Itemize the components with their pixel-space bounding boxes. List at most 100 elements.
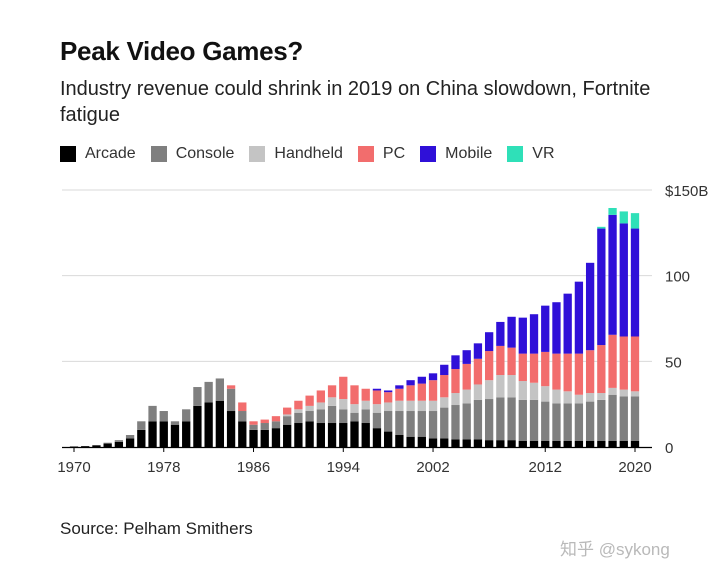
bar-segment-arcade-2006 xyxy=(473,439,483,447)
x-tick-label: 1970 xyxy=(57,459,90,476)
legend-item-console: Console xyxy=(150,145,235,163)
legend-label-console: Console xyxy=(175,145,235,162)
bar-segment-pc-1985 xyxy=(238,402,247,412)
bar-segment-console-1985 xyxy=(238,411,247,422)
bar-segment-console-2012 xyxy=(541,401,550,442)
bar-segment-arcade-1971 xyxy=(81,446,90,447)
bar-segment-pc-2019 xyxy=(619,336,628,390)
bar-segment-arcade-2010 xyxy=(518,441,527,447)
bar-segment-arcade-1970 xyxy=(69,446,79,447)
bar-segment-arcade-2019 xyxy=(619,441,628,447)
bar-segment-mobile-2009 xyxy=(507,316,516,348)
y-tick-label: 0 xyxy=(665,440,673,457)
bar-segment-vr-2017 xyxy=(597,226,606,229)
bar-segment-handheld-2013 xyxy=(552,389,561,404)
bar-segment-handheld-2001 xyxy=(417,400,426,412)
bar-segment-console-1974 xyxy=(114,440,124,442)
bar-segment-mobile-2003 xyxy=(440,364,449,376)
bar-segment-mobile-2002 xyxy=(428,373,438,381)
bar-segment-arcade-1991 xyxy=(305,421,314,447)
bar-segment-handheld-2000 xyxy=(406,400,415,412)
legend-label-mobile: Mobile xyxy=(445,145,493,162)
stacked-bar-chart: 0 50 100 $150B 1970 1978 1986 1994 2002 2012 2020 xyxy=(57,183,708,476)
bar-segment-console-1991 xyxy=(305,411,314,422)
bar-segment-console-1999 xyxy=(395,411,404,436)
bar-segment-pc-1999 xyxy=(395,388,404,401)
x-tick-label: 2002 xyxy=(416,459,449,476)
bar-segment-mobile-2020 xyxy=(630,228,640,337)
bar-segment-vr-2018 xyxy=(608,207,617,215)
bar-segment-handheld-1994 xyxy=(339,399,348,410)
bar-segment-console-2010 xyxy=(518,399,527,442)
bar-segment-mobile-2004 xyxy=(451,355,460,370)
legend-label-vr: VR xyxy=(532,145,555,162)
bar-segment-pc-1993 xyxy=(327,385,337,398)
bar-segment-arcade-1979 xyxy=(170,424,180,447)
bar-segment-handheld-2010 xyxy=(518,381,527,400)
legend-swatch-vr xyxy=(507,146,524,162)
bar-segment-arcade-2001 xyxy=(417,436,426,447)
bar-segment-pc-2012 xyxy=(541,351,550,387)
bar-segment-arcade-2015 xyxy=(574,441,584,447)
bar-segment-console-1976 xyxy=(137,421,146,430)
bar-segment-arcade-2003 xyxy=(440,438,449,447)
bar-segment-console-2003 xyxy=(440,407,449,439)
bar-segment-pc-2011 xyxy=(529,353,539,383)
legend-item-vr: VR xyxy=(507,145,555,163)
bar-segment-pc-2014 xyxy=(563,353,572,392)
y-tick-label: $150B xyxy=(665,183,708,200)
bar-segment-console-2002 xyxy=(428,411,438,439)
bar-segment-console-2013 xyxy=(552,403,561,442)
bar-segment-arcade-1987 xyxy=(260,429,269,447)
x-tick-label: 2012 xyxy=(529,459,562,476)
bar-segment-mobile-2014 xyxy=(563,293,572,354)
bar-segment-handheld-1989 xyxy=(283,414,292,417)
legend-swatch-pc xyxy=(357,146,374,162)
bar-segment-arcade-1988 xyxy=(271,428,281,447)
chart-subtitle: Industry revenue could shrink in 2019 on… xyxy=(60,78,651,126)
bar-segment-console-2008 xyxy=(496,397,505,441)
bar-segment-pc-1991 xyxy=(305,395,314,406)
bar-segment-arcade-2017 xyxy=(597,441,606,447)
legend-swatch-console xyxy=(150,146,167,162)
bar-segment-pc-1996 xyxy=(361,388,370,401)
bar-segment-pc-2020 xyxy=(630,336,640,392)
bar-segment-pc-2017 xyxy=(597,345,606,394)
legend-item-arcade: Arcade xyxy=(60,145,136,163)
bar-segment-arcade-1998 xyxy=(384,431,393,447)
bar-segment-console-2011 xyxy=(529,399,539,442)
bar-segment-arcade-1992 xyxy=(316,423,325,447)
bar-segment-console-2001 xyxy=(417,411,426,437)
bar-segment-pc-1992 xyxy=(316,390,325,403)
bar-segment-mobile-1998 xyxy=(384,390,393,393)
bar-segment-mobile-2006 xyxy=(473,343,483,359)
bar-segment-arcade-2013 xyxy=(552,441,561,447)
bar-segment-arcade-1996 xyxy=(361,423,370,447)
bar-segment-console-1998 xyxy=(384,411,393,432)
bar-segment-console-2014 xyxy=(563,403,572,442)
bar-segment-mobile-2016 xyxy=(585,262,595,351)
chart-title: Peak Video Games? xyxy=(60,36,303,66)
bar-segment-arcade-2007 xyxy=(484,440,494,447)
bar-segment-console-1982 xyxy=(204,381,213,403)
bar-segment-pc-1995 xyxy=(350,385,359,405)
bar-segment-console-2004 xyxy=(451,405,460,440)
bar-segment-handheld-2020 xyxy=(630,391,640,397)
bar-segment-console-1980 xyxy=(182,409,191,422)
bar-segment-console-1995 xyxy=(350,412,359,422)
bar-segment-mobile-2013 xyxy=(552,302,561,354)
bar-segment-arcade-1986 xyxy=(249,429,258,447)
bar-segment-console-2006 xyxy=(473,399,483,440)
bar-segment-handheld-2002 xyxy=(428,400,438,412)
bar-segment-vr-2020 xyxy=(630,213,640,229)
bar-segment-arcade-1972 xyxy=(92,445,101,447)
bar-segment-mobile-1997 xyxy=(372,388,382,391)
bar-segment-console-2020 xyxy=(630,396,640,442)
bar-segment-handheld-2012 xyxy=(541,386,550,402)
bar-segment-console-1977 xyxy=(148,405,157,422)
legend-swatch-handheld xyxy=(249,146,266,162)
bar-segment-arcade-1982 xyxy=(204,402,213,447)
bar-segment-console-1973 xyxy=(103,442,112,444)
legend-label-handheld: Handheld xyxy=(274,145,343,162)
legend-item-pc: PC xyxy=(357,145,405,163)
